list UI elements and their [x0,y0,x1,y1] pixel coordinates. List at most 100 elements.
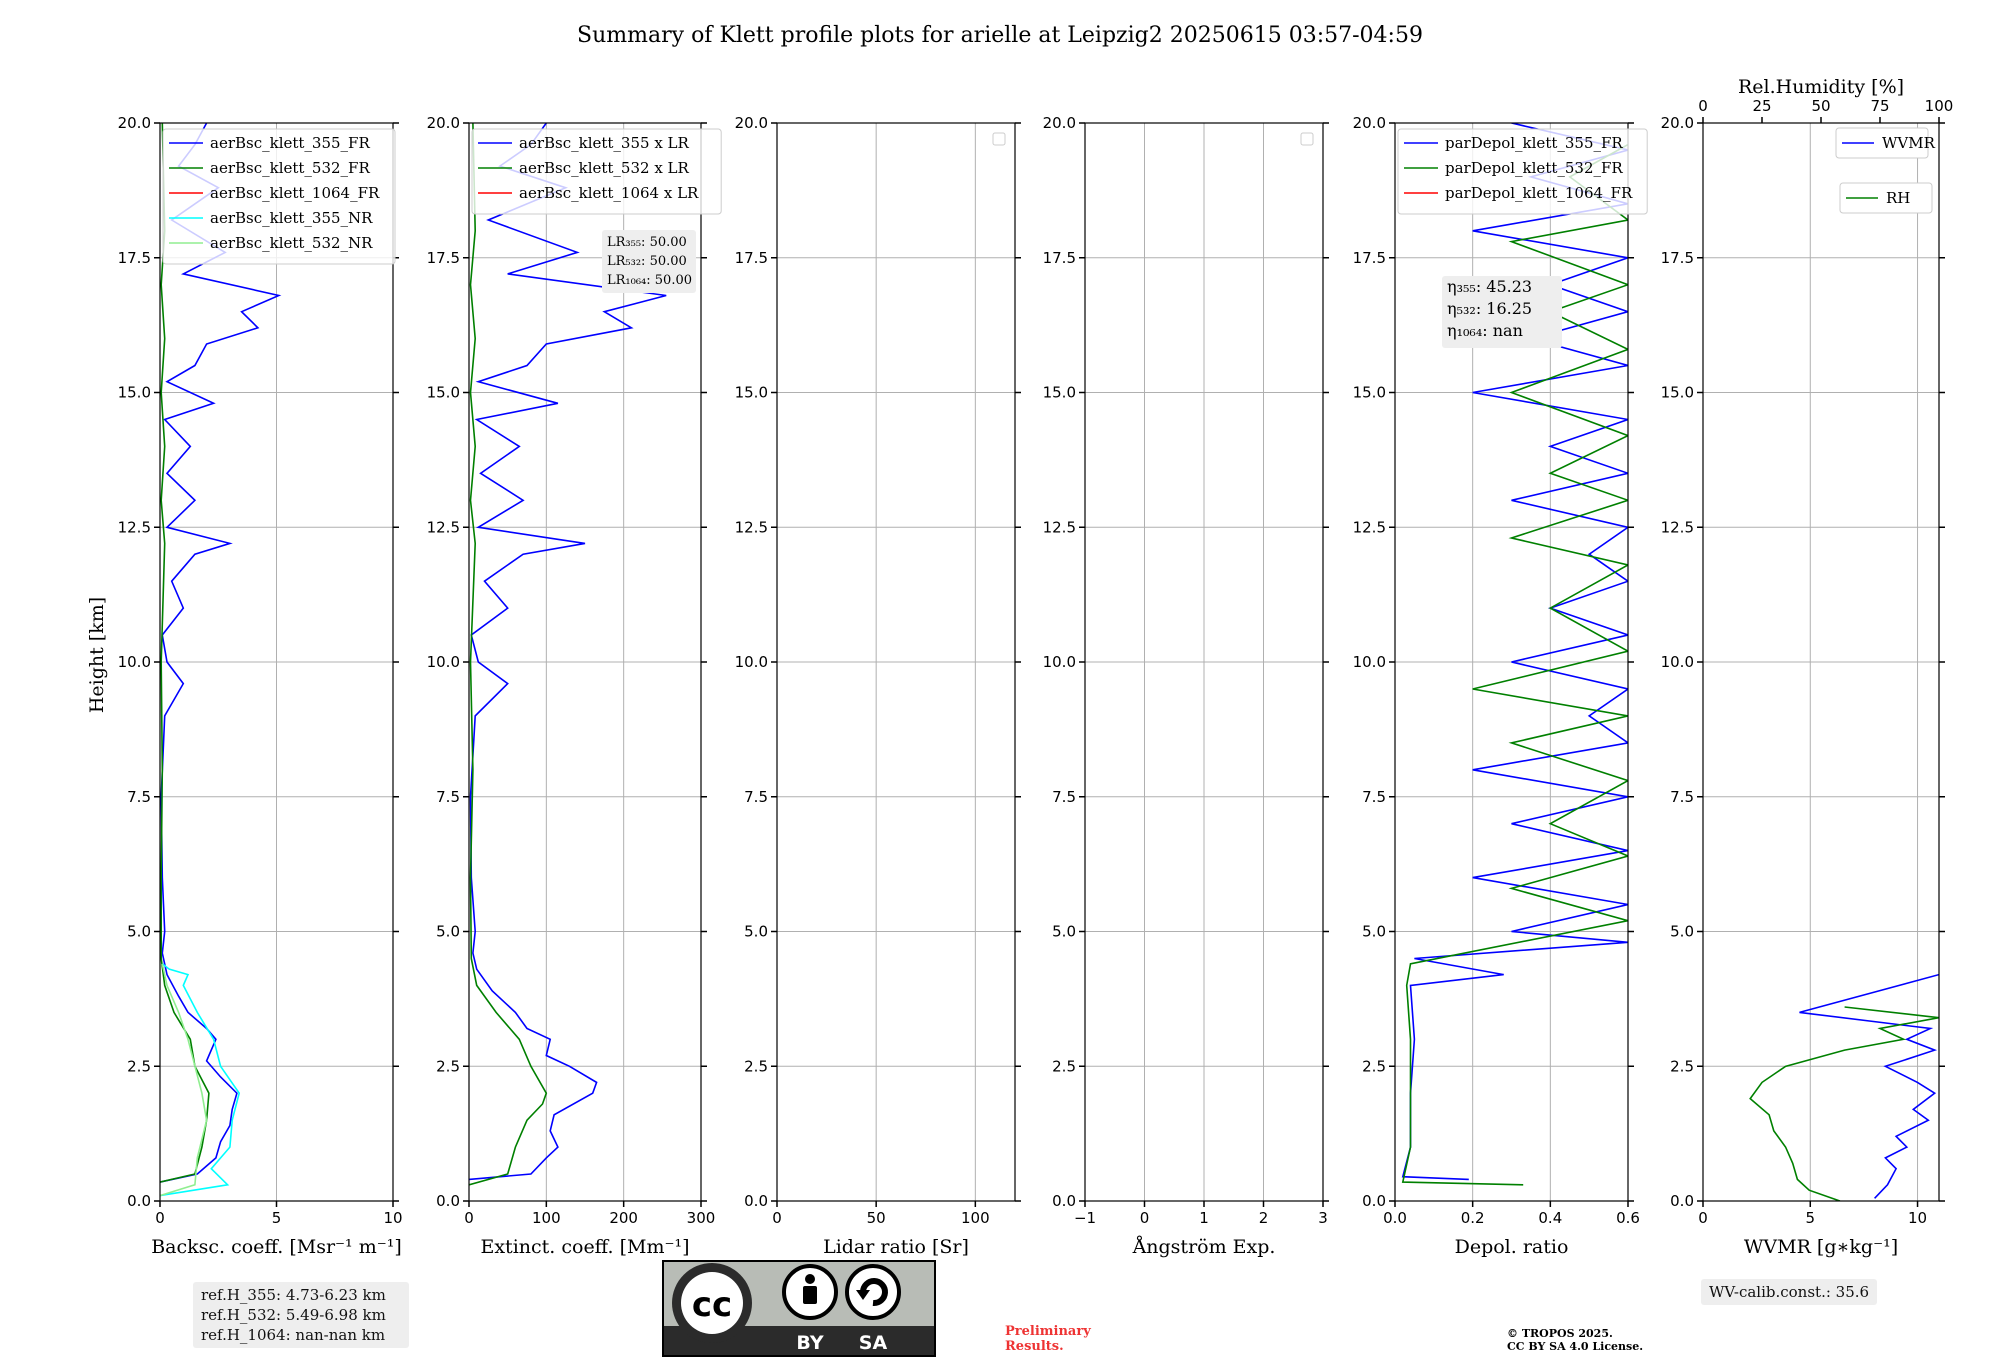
legend-label: aerBsc_klett_355_NR [210,209,373,227]
x-tick-label: 5 [272,1209,282,1227]
x-tick-label: 0 [155,1209,165,1227]
ref-height-1064: ref.H_1064: nan-nan km [201,1326,386,1344]
top-tick-label: 0 [1698,97,1708,115]
preliminary-line-2: Results. [1005,1339,1064,1354]
legend-box [1839,182,1933,214]
y-tick-label: 0.0 [744,1192,768,1210]
y-tick-label: 7.5 [436,788,460,806]
reference-height-box: ref.H_355: 4.73-6.23 km ref.H_532: 5.49-… [193,1282,409,1348]
legend-label: aerBsc_klett_1064_FR [210,184,380,202]
cc-license-badge: cc BY SA [662,1260,936,1357]
series-group [160,123,282,1197]
empty-legend-box [992,132,1006,146]
y-tick-label: 15.0 [427,384,460,402]
annotation-box [602,230,696,293]
legend-box [162,128,396,265]
y-tick-label: 20.0 [1661,114,1694,132]
panels-group: 0.02.55.07.510.012.515.017.520.00 5 10Back… [118,76,1954,1258]
series-aerBsc_klett_532_NR [160,963,208,1197]
y-tick-label: 10.0 [1353,653,1386,671]
y-tick-label: 20.0 [118,114,151,132]
y-tick-label: 15.0 [1353,384,1386,402]
preliminary-line-1: Preliminary [1005,1324,1091,1339]
y-tick-label: 12.5 [118,518,151,536]
x-tick-label: 0.6 [1616,1209,1640,1227]
y-tick-label: 5.0 [436,923,460,941]
x-tick-label: 300 [687,1209,716,1227]
legend-box [1835,127,1929,159]
x-tick-label: 100 [961,1209,990,1227]
legend-label: RH [1886,189,1910,207]
legend-label: aerBsc_klett_532_FR [210,159,370,177]
x-tick-label: 0.4 [1538,1209,1562,1227]
y-tick-label: 12.5 [1661,518,1694,536]
y-tick-label: 17.5 [1043,249,1076,267]
panel-bsc: 0.0 2.5 5.0 7.5 10.0 12.5 15.0 17.5 20.0 0 5 10 Back… [118,114,403,1258]
x-tick-label: 0 [772,1209,782,1227]
y-tick-label: 5.0 [1362,923,1386,941]
wv-calib-box: WV-calib.const.: 35.6 [1701,1279,1878,1305]
y-tick-label: 10.0 [1043,653,1076,671]
y-tick-label: 15.0 [1661,384,1694,402]
series-aerBsc_klett_355_FR [160,123,282,1183]
y-tick-label: 15.0 [118,384,151,402]
series-aerBsc_klett_355 x LR [469,123,667,1181]
legend-label: aerBsc_klett_1064 x LR [519,184,699,202]
series-group [1749,973,1939,1201]
figure-title: Summary of Klett profile plots for ariel… [577,23,1423,48]
y-tick-label: 2.5 [1362,1057,1386,1075]
empty-legend-box [1300,132,1314,146]
y-tick-label: 0.0 [1052,1192,1076,1210]
y-tick-label: 17.5 [735,249,768,267]
annotation-text: LR₃₅₅: 50.00 [607,235,687,250]
ref-height-355: ref.H_355: 4.73-6.23 km [201,1286,386,1304]
y-tick-label: 2.5 [1670,1057,1694,1075]
x-axis-label: Ångström Exp. [1132,1236,1276,1258]
y-tick-label: 17.5 [1661,249,1694,267]
by-label: BY [796,1332,823,1354]
x-axis-label: Lidar ratio [Sr] [823,1236,969,1258]
x-tick-label: 100 [532,1209,561,1227]
share-alike-icon [845,1264,901,1320]
legend-label: aerBsc_klett_532 x LR [519,159,690,177]
ref-height-532: ref.H_532: 5.49-6.98 km [201,1306,386,1324]
x-tick-label: −1 [1074,1209,1096,1227]
legend-label: parDepol_klett_532_FR [1445,159,1623,177]
wv-calib-text: WV-calib.const.: 35.6 [1709,1283,1870,1301]
y-tick-label: 0.0 [436,1192,460,1210]
y-tick-label: 2.5 [744,1057,768,1075]
legend-box [471,128,722,215]
y-tick-label: 20.0 [1353,114,1386,132]
y-tick-label: 7.5 [744,788,768,806]
y-tick-label: 10.0 [427,653,460,671]
x-axis-label: Backsc. coeff. [Msr⁻¹ m⁻¹] [151,1236,402,1258]
y-tick-label: 10.0 [118,653,151,671]
top-axis-label: Rel.Humidity [%] [1738,76,1904,98]
x-axis-label: Depol. ratio [1455,1236,1569,1258]
y-tick-label: 7.5 [127,788,151,806]
top-tick-label: 50 [1811,97,1830,115]
annotation-box [1442,276,1562,348]
y-tick-label: 7.5 [1052,788,1076,806]
y-tick-label: 5.0 [1670,923,1694,941]
y-tick-label: 12.5 [427,518,460,536]
x-tick-label: 0 [464,1209,474,1227]
legend-label: aerBsc_klett_355_FR [210,134,370,152]
series-aerBsc_klett_532_FR [160,123,210,1183]
x-tick-label: 3 [1318,1209,1328,1227]
series-group [469,123,667,1186]
y-tick-label: 12.5 [1043,518,1076,536]
series-RH [1749,1006,1939,1201]
y-tick-label: 2.5 [1052,1057,1076,1075]
cc-logo-text: cc [692,1285,732,1325]
y-tick-label: 0.0 [1670,1192,1694,1210]
y-tick-label: 10.0 [1661,653,1694,671]
x-axis-label: Extinct. coeff. [Mm⁻¹] [480,1236,689,1258]
y-tick-label: 7.5 [1362,788,1386,806]
annotation-text: η₃₅₅: 45.23 [1447,277,1532,296]
x-tick-label: 10 [1908,1209,1927,1227]
annotation-text: η₁₀₆₄: nan [1447,321,1523,340]
annotation-text: LR₁₀₆₄: 50.00 [607,273,692,288]
x-tick-label: 0.2 [1461,1209,1485,1227]
series-group [1401,123,1628,1186]
